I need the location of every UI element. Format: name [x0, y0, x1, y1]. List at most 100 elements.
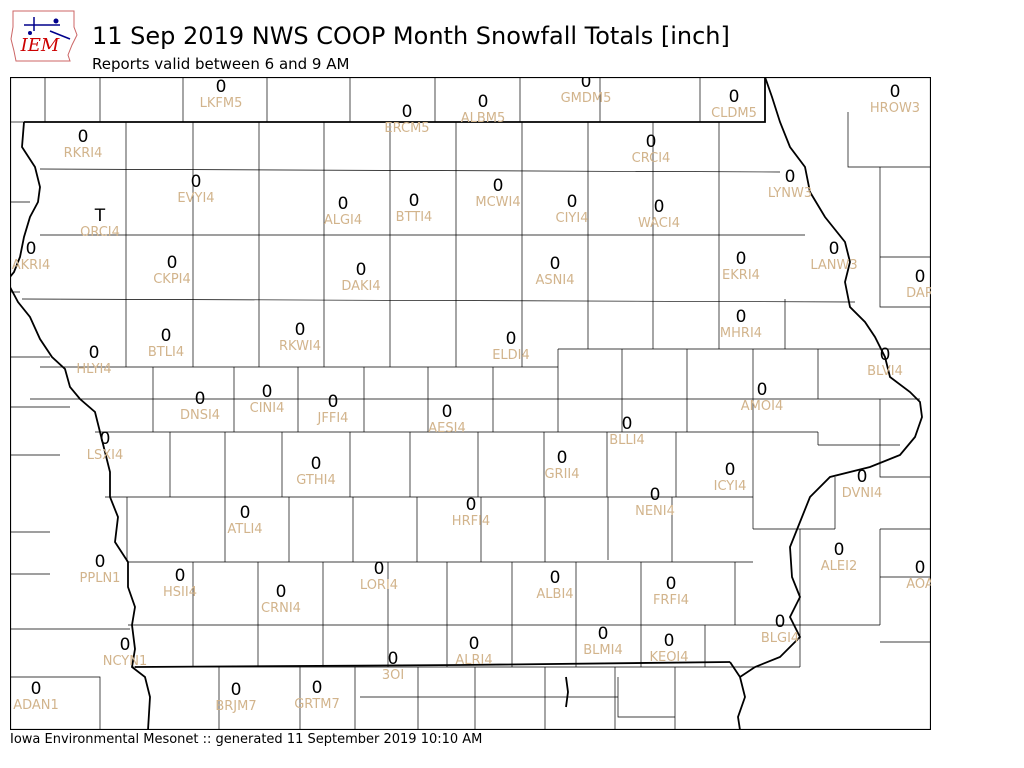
station-value: 0	[311, 454, 322, 474]
station-id-label: ASNI4	[536, 273, 575, 288]
station-value: 0	[442, 402, 453, 422]
station-value: 0	[493, 176, 504, 196]
station-value: 0	[26, 239, 37, 259]
station-id-label: BLGI4	[761, 631, 799, 646]
station-value: 0	[646, 132, 657, 152]
station-id-label: ICYI4	[714, 479, 747, 494]
iem-logo: IEM	[10, 5, 78, 63]
station-id-label: GRII4	[544, 467, 579, 482]
station-id-label: RKRI4	[64, 146, 103, 161]
station-id-label: LYNW3	[768, 186, 812, 201]
station-value: 0	[295, 320, 306, 340]
station-id-label: MHRI4	[720, 326, 762, 341]
station-value: 0	[775, 612, 786, 632]
station-value: 0	[374, 559, 385, 579]
station-value: 0	[388, 649, 399, 669]
station-value: 0	[915, 267, 926, 287]
station-id-label: DAKI4	[341, 279, 380, 294]
station-id-label: DVNI4	[842, 486, 883, 501]
station-id-label: BRJM7	[215, 699, 256, 714]
station-id-label: DAR	[906, 286, 931, 301]
station-id-label: ALEI2	[821, 559, 857, 574]
iowa-state-outline-icon: IEM	[10, 10, 78, 62]
map-frame	[10, 77, 931, 730]
station-value: 0	[120, 635, 131, 655]
station-value: 0	[216, 77, 227, 97]
station-value: T	[94, 206, 106, 226]
station-id-label: LANW3	[810, 258, 857, 273]
station-value: 0	[466, 495, 477, 515]
station-id-label: CRCI4	[632, 151, 671, 166]
station-value: 0	[506, 329, 517, 349]
station-value: 0	[736, 307, 747, 327]
station-value: 0	[89, 343, 100, 363]
station-id-label: EKRI4	[722, 268, 760, 283]
station-id-label: BLLI4	[609, 433, 645, 448]
station-value: 0	[557, 448, 568, 468]
state-borders	[10, 77, 923, 730]
station-id-label: HROW3	[870, 101, 920, 116]
station-id-label: PPLN1	[80, 571, 121, 586]
station-id-label: RKWI4	[279, 339, 321, 354]
station-id-label: ALGI4	[324, 213, 362, 228]
station-id-label: ALBI4	[536, 587, 573, 602]
station-id-label: HLYI4	[76, 362, 111, 377]
station-id-label: EVYI4	[177, 191, 214, 206]
station-value: 0	[262, 382, 273, 402]
station-id-label: NCYN1	[103, 654, 148, 669]
station-value: 0	[664, 631, 675, 651]
station-id-label: LKFM5	[200, 96, 243, 111]
station-id-label: JFFI4	[317, 411, 349, 426]
station-value: 0	[550, 254, 561, 274]
station-value: 0	[654, 197, 665, 217]
station-value: 0	[880, 345, 891, 365]
station-id-label: AOA	[906, 577, 931, 592]
station-value: 0	[402, 102, 413, 122]
station-value: 0	[409, 191, 420, 211]
station-id-label: BLMI4	[583, 643, 622, 658]
station-id-label: ALBM5	[461, 111, 506, 126]
station-value: 0	[191, 172, 202, 192]
station-id-label: ELDI4	[492, 348, 530, 363]
station-value: 0	[581, 77, 592, 92]
station-value: 0	[276, 582, 287, 602]
station-id-label: DNSI4	[180, 408, 220, 423]
